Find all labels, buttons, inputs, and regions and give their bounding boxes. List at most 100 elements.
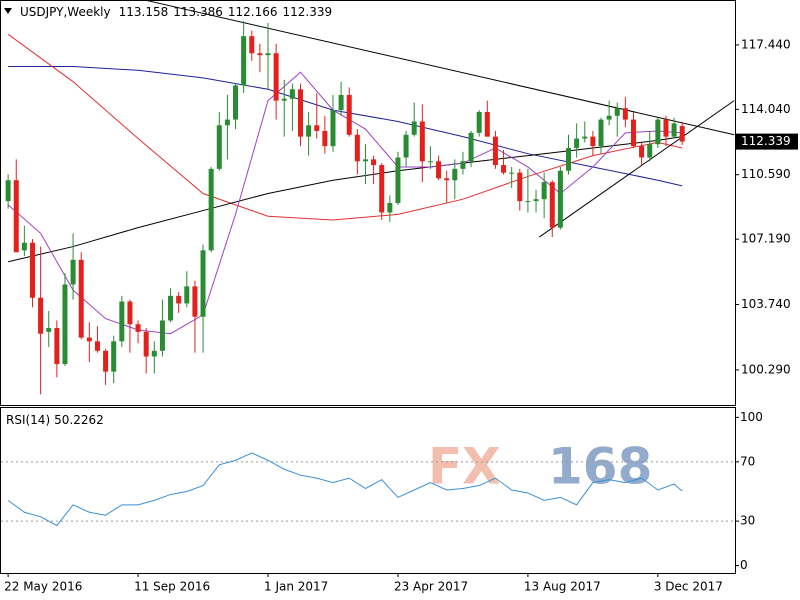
candle-body bbox=[614, 108, 620, 116]
candle-body bbox=[127, 301, 133, 325]
y-tick-label: 114.040 bbox=[741, 102, 791, 116]
candle-body bbox=[655, 119, 661, 145]
candle-body bbox=[224, 119, 230, 126]
candle-body bbox=[427, 161, 433, 163]
candle-body bbox=[13, 180, 19, 253]
symbol: USDJPY,Weekly bbox=[20, 5, 111, 19]
price-box bbox=[736, 133, 798, 150]
candle-body bbox=[346, 94, 352, 135]
candle-body bbox=[460, 161, 466, 169]
candle-body bbox=[671, 123, 677, 137]
candle-body bbox=[582, 136, 588, 139]
candle-body bbox=[21, 242, 27, 251]
candle-body bbox=[679, 126, 685, 142]
candle-body bbox=[249, 36, 255, 54]
candle-body bbox=[639, 146, 645, 158]
candle-body bbox=[371, 159, 377, 166]
candle-body bbox=[395, 157, 401, 203]
candle-body bbox=[314, 125, 320, 131]
candle-body bbox=[509, 172, 515, 174]
moving-average bbox=[8, 66, 683, 187]
candle-body bbox=[379, 165, 385, 213]
x-tick-label: 23 Apr 2017 bbox=[394, 580, 468, 594]
candle-body bbox=[566, 148, 572, 171]
candle-body bbox=[241, 36, 247, 86]
candle-body bbox=[135, 324, 141, 332]
candle-body bbox=[630, 119, 636, 147]
high-value: 113.386 bbox=[173, 5, 223, 19]
trendline bbox=[538, 100, 735, 238]
candle-body bbox=[143, 331, 149, 357]
close-value: 112.339 bbox=[282, 5, 332, 19]
candle-body bbox=[444, 178, 450, 181]
watermark: FX bbox=[428, 438, 501, 496]
rsi-value: 50.2262 bbox=[54, 413, 104, 427]
y-tick-label: 103.740 bbox=[741, 297, 791, 311]
candle-body bbox=[622, 108, 628, 120]
candle-body bbox=[452, 168, 458, 181]
candle-body bbox=[273, 53, 279, 101]
candle-body bbox=[38, 297, 44, 334]
candle-body bbox=[403, 134, 409, 158]
candle-body bbox=[54, 328, 60, 365]
candle-body bbox=[94, 341, 100, 351]
candle-body bbox=[257, 53, 263, 56]
y-tick-label: 110.590 bbox=[741, 167, 791, 181]
candle-body bbox=[281, 98, 287, 101]
open-value: 113.158 bbox=[119, 5, 169, 19]
candle-body bbox=[119, 301, 125, 342]
candle-body bbox=[492, 136, 498, 166]
candle-body bbox=[103, 350, 109, 372]
rsi-tick-label: 0 bbox=[740, 558, 748, 572]
watermark: 168 bbox=[548, 438, 652, 496]
candle-body bbox=[501, 165, 507, 173]
rsi-line bbox=[7, 452, 683, 527]
candle-body bbox=[200, 250, 206, 317]
candle-body bbox=[557, 170, 563, 228]
candle-body bbox=[184, 286, 190, 304]
candle-body bbox=[111, 341, 117, 372]
candle-body bbox=[330, 110, 336, 147]
candle-body bbox=[533, 199, 539, 202]
candle-body bbox=[338, 94, 344, 111]
price-box-label: 112.339 bbox=[741, 134, 791, 148]
y-tick-label: 117.440 bbox=[741, 37, 791, 51]
candle-body bbox=[647, 144, 653, 158]
candle-body bbox=[5, 180, 11, 202]
candle-body bbox=[46, 328, 52, 332]
candle-body bbox=[525, 201, 531, 203]
candle-body bbox=[86, 337, 92, 342]
candle-body bbox=[517, 172, 523, 202]
rsi-header: RSI(14) 50.2262 bbox=[6, 413, 104, 427]
rsi-title: RSI(14) bbox=[6, 413, 50, 427]
candle-body bbox=[362, 159, 368, 162]
candle-body bbox=[306, 125, 312, 137]
rsi-tick-label: 30 bbox=[740, 514, 755, 528]
rsi-panel bbox=[1, 452, 735, 527]
candle-body bbox=[192, 286, 198, 317]
low-value: 112.166 bbox=[228, 5, 278, 19]
x-tick-label: 13 Aug 2017 bbox=[524, 580, 601, 594]
candle-body bbox=[151, 350, 157, 357]
y-tick-label: 100.290 bbox=[741, 362, 791, 376]
menu-icon bbox=[4, 8, 12, 14]
header: USDJPY,Weekly 113.158 113.386 112.166 112.33… bbox=[20, 5, 332, 19]
x-tick-label: 11 Sep 2016 bbox=[134, 580, 210, 594]
price-panel bbox=[5, 0, 735, 395]
candle-body bbox=[476, 112, 482, 133]
candle-body bbox=[168, 295, 174, 321]
candle-body bbox=[233, 85, 239, 120]
candle-body bbox=[387, 202, 393, 213]
candle-body bbox=[289, 89, 295, 99]
rsi-tick-label: 100 bbox=[740, 410, 763, 424]
candle-body bbox=[265, 53, 271, 56]
rsi-frame bbox=[0, 407, 736, 574]
moving-average bbox=[7, 33, 683, 221]
candle-body bbox=[208, 168, 214, 251]
x-tick-label: 22 May 2016 bbox=[4, 580, 82, 594]
candle-body bbox=[411, 121, 417, 135]
candle-body bbox=[78, 259, 84, 338]
candle-body bbox=[541, 182, 547, 200]
